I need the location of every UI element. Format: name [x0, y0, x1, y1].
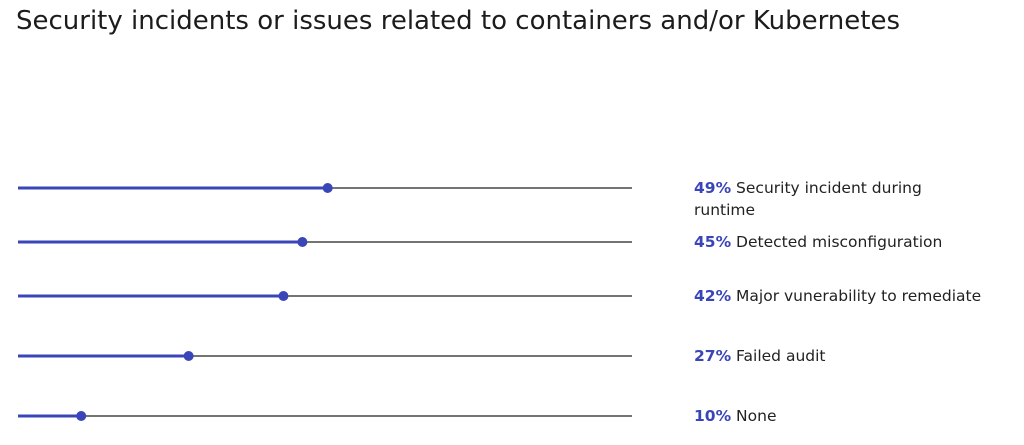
dot	[278, 291, 289, 301]
category-label: Failed audit	[736, 347, 826, 365]
row-label: 49% Security incident during runtime	[694, 177, 954, 221]
value-label: 45%	[694, 233, 732, 251]
dot	[76, 411, 87, 421]
category-label: Security incident during runtime	[694, 179, 922, 219]
value-label: 49%	[694, 179, 732, 197]
value-label: 10%	[694, 407, 732, 425]
dot	[183, 351, 194, 361]
chart-title: Security incidents or issues related to …	[16, 6, 901, 36]
category-label: None	[736, 407, 777, 425]
category-label: Detected misconfiguration	[736, 233, 943, 251]
row-label: 27% Failed audit	[694, 345, 1012, 367]
category-label: Major vunerability to remediate	[736, 287, 982, 305]
row-label: 10% None	[694, 405, 1012, 427]
value-label: 42%	[694, 287, 732, 305]
dot	[322, 183, 333, 193]
row-label: 42% Major vunerability to remediate	[694, 285, 1012, 307]
dot	[297, 237, 308, 247]
row-label: 45% Detected misconfiguration	[694, 231, 1012, 253]
value-label: 27%	[694, 347, 732, 365]
